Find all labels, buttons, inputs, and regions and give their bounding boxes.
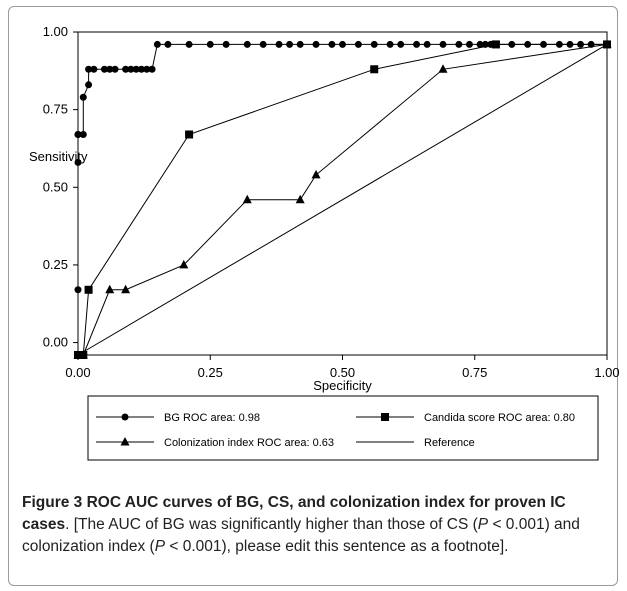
data-point bbox=[491, 40, 500, 49]
data-point bbox=[143, 65, 151, 73]
data-point bbox=[259, 40, 267, 48]
data-point bbox=[222, 40, 230, 48]
data-point bbox=[243, 40, 251, 48]
caption-period: . bbox=[65, 516, 70, 533]
data-point bbox=[296, 40, 304, 48]
data-point bbox=[127, 65, 135, 73]
legend-item-1: Candida score ROC area: 0.80 bbox=[356, 412, 575, 424]
data-point bbox=[311, 169, 321, 179]
data-point bbox=[74, 158, 82, 166]
data-point bbox=[286, 40, 294, 48]
data-point bbox=[423, 40, 431, 48]
data-point bbox=[90, 65, 98, 73]
data-point bbox=[164, 40, 172, 48]
legend-label: BG ROC area: 0.98 bbox=[164, 412, 260, 424]
data-point bbox=[354, 40, 362, 48]
chart-axes: 0.00 0.25 0.50 0.75 1.00 0.00 0.25 0.50 0.75 1.00… bbox=[29, 24, 620, 393]
figure-caption: Figure 3 ROC AUC curves of BG, CS, and c… bbox=[22, 492, 612, 558]
x-tick-label: 1.00 bbox=[594, 365, 619, 380]
data-point bbox=[381, 413, 389, 421]
data-point bbox=[153, 40, 161, 48]
data-point bbox=[465, 40, 473, 48]
data-point bbox=[328, 40, 336, 48]
data-point bbox=[84, 285, 93, 294]
legend-label: Candida score ROC area: 0.80 bbox=[424, 412, 575, 424]
x-tick-label: 0.00 bbox=[65, 365, 90, 380]
data-point bbox=[386, 40, 394, 48]
data-point bbox=[79, 130, 87, 138]
y-tick-label: 0.50 bbox=[43, 179, 68, 194]
data-point bbox=[121, 413, 129, 421]
data-point bbox=[438, 64, 448, 73]
data-point bbox=[74, 130, 82, 138]
figure-label: Figure 3 bbox=[22, 494, 83, 511]
data-point bbox=[120, 437, 130, 446]
legend-label: Reference bbox=[424, 437, 475, 449]
data-point bbox=[148, 65, 156, 73]
legend-item-2: Colonization index ROC area: 0.63 bbox=[96, 437, 334, 449]
series-line bbox=[77, 43, 608, 356]
data-point bbox=[439, 40, 447, 48]
legend-item-0: BG ROC area: 0.98 bbox=[96, 412, 260, 424]
data-point bbox=[185, 40, 193, 48]
legend-label: Colonization index ROC area: 0.63 bbox=[164, 437, 334, 449]
roc-chart: 0.00 0.25 0.50 0.75 1.00 0.00 0.25 0.50 0.75 1.00… bbox=[29, 24, 620, 461]
y-tick-label: 0.00 bbox=[43, 335, 68, 350]
x-tick-label: 0.75 bbox=[462, 365, 487, 380]
data-point bbox=[370, 40, 378, 48]
data-point bbox=[111, 65, 119, 73]
chart-series bbox=[73, 39, 612, 359]
x-tick-label: 0.25 bbox=[198, 365, 223, 380]
data-point bbox=[85, 81, 93, 89]
data-point bbox=[206, 40, 214, 48]
x-axis-label: Specificity bbox=[313, 378, 372, 393]
figure-frame bbox=[8, 6, 618, 586]
y-axis-label: Sensitivity bbox=[29, 149, 88, 164]
data-point bbox=[413, 40, 421, 48]
data-point bbox=[295, 194, 305, 204]
data-point bbox=[275, 40, 283, 48]
caption-text-3: < 0.001), please edit this sentence as a… bbox=[165, 538, 509, 555]
data-point bbox=[106, 65, 114, 73]
data-point bbox=[476, 40, 484, 48]
data-point bbox=[74, 286, 82, 294]
series-0 bbox=[74, 40, 611, 359]
data-point bbox=[105, 284, 115, 294]
p-symbol-1: P bbox=[477, 516, 489, 533]
y-tick-label: 0.25 bbox=[43, 257, 68, 272]
series-line bbox=[78, 43, 608, 356]
y-tick-label: 0.75 bbox=[43, 102, 68, 117]
data-point bbox=[137, 65, 145, 73]
data-point bbox=[455, 40, 463, 48]
legend-box bbox=[87, 395, 599, 461]
data-point bbox=[85, 65, 93, 73]
data-point bbox=[122, 65, 130, 73]
figure-title: ROC AUC curves of BG, CS, and colonizati… bbox=[22, 494, 566, 533]
data-point bbox=[179, 259, 189, 269]
data-point bbox=[78, 350, 88, 359]
data-point bbox=[339, 40, 346, 48]
x-tick-label: 0.50 bbox=[330, 365, 355, 380]
data-point bbox=[397, 40, 405, 48]
caption-text-2: < 0.001) and colonization index ( bbox=[22, 516, 580, 555]
data-point bbox=[100, 65, 108, 73]
data-point bbox=[242, 194, 252, 204]
data-point bbox=[370, 65, 379, 74]
chart-legend: BG ROC area: 0.98 Candida score ROC area:… bbox=[87, 395, 599, 461]
series-3 bbox=[77, 43, 608, 356]
data-point bbox=[312, 40, 320, 48]
data-point bbox=[185, 130, 194, 139]
data-point bbox=[121, 284, 131, 294]
caption-text-1: [The AUC of BG was significantly higher … bbox=[73, 516, 478, 533]
data-point bbox=[132, 65, 140, 73]
legend-item-3: Reference bbox=[356, 437, 475, 449]
p-symbol-2: P bbox=[154, 538, 166, 555]
y-tick-label: 1.00 bbox=[43, 24, 68, 39]
data-point bbox=[79, 93, 87, 101]
